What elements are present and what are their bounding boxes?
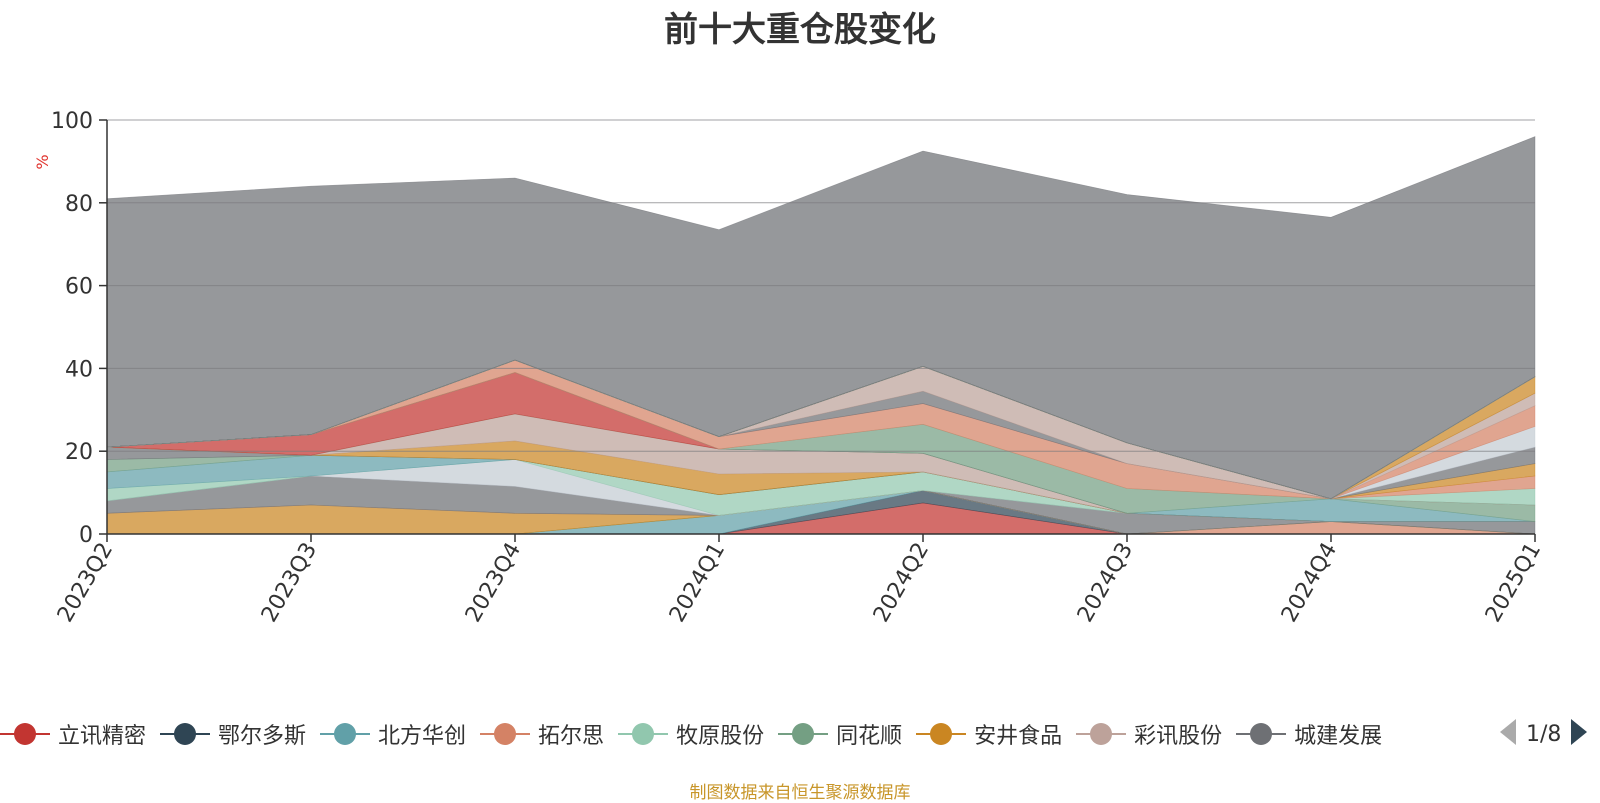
legend-item-3[interactable]: 拓尔思 — [480, 718, 604, 750]
legend-page-indicator: 1/8 — [1526, 721, 1562, 747]
legend-next-page-button[interactable] — [1569, 717, 1589, 751]
legend-marker-icon — [618, 723, 669, 745]
legend-marker-icon — [480, 723, 531, 745]
y-axis-label: % — [33, 154, 52, 169]
legend-marker-icon — [160, 723, 211, 745]
x-tick-label: 2024Q1 — [665, 539, 730, 627]
legend-marker-icon — [778, 723, 829, 745]
legend-item-4[interactable]: 牧原股份 — [618, 718, 764, 750]
legend-prev-page-button[interactable] — [1498, 717, 1518, 751]
grid-lines — [107, 119, 1535, 452]
legend-item-1[interactable]: 鄂尔多斯 — [160, 718, 306, 750]
legend-label: 城建发展 — [1294, 724, 1383, 749]
legend-label: 彩讯股份 — [1134, 724, 1223, 749]
area-series-42 — [106, 136, 1536, 500]
triangle-left-icon — [1500, 719, 1516, 745]
legend-label: 北方华创 — [378, 724, 467, 749]
y-tick-label: 20 — [65, 440, 93, 465]
legend-label: 立讯精密 — [58, 724, 147, 749]
x-tick-label: 2023Q2 — [53, 539, 118, 627]
legend-item-6[interactable]: 安井食品 — [916, 718, 1062, 750]
triangle-right-icon — [1571, 719, 1588, 745]
y-tick-label: 100 — [51, 109, 93, 134]
chart-title: 前十大重仓股变化 — [664, 10, 936, 50]
chart-canvas: 0 20 40 60 80 100 2023Q2 2023Q3 2023Q4 2024Q1 2024… — [33, 109, 1546, 627]
legend-item-5[interactable]: 同花顺 — [778, 718, 902, 750]
area-series-layer — [106, 136, 1536, 535]
y-tick-label: 0 — [79, 523, 93, 548]
legend-item-2[interactable]: 北方华创 — [320, 718, 466, 750]
x-tick-label: 2023Q3 — [257, 539, 322, 627]
legend-row: 立讯精密 鄂尔多斯 北方华创 拓尔思 牧原股份 同花顺 安井食品 彩讯股份 城建发展 — [0, 714, 1480, 754]
y-tick-label: 60 — [65, 275, 93, 300]
legend-label: 拓尔思 — [538, 724, 605, 749]
legend-item-7[interactable]: 彩讯股份 — [1076, 718, 1222, 750]
legend-label: 牧原股份 — [676, 724, 765, 749]
legend-label: 鄂尔多斯 — [218, 724, 307, 749]
legend-marker-icon — [320, 723, 371, 745]
x-tick-label: 2025Q1 — [1481, 539, 1546, 627]
legend-marker-icon — [0, 723, 50, 745]
legend-item-0[interactable]: 立讯精密 — [0, 718, 146, 750]
legend-marker-icon — [1076, 723, 1127, 745]
x-tick-label: 2023Q4 — [461, 539, 526, 627]
y-tick-label: 80 — [65, 192, 93, 217]
x-tick-label: 2024Q4 — [1277, 539, 1342, 627]
x-tick-label: 2024Q3 — [1073, 539, 1138, 627]
data-source-note: 制图数据来自恒生聚源数据库 — [689, 783, 911, 803]
y-tick-label: 40 — [65, 357, 93, 382]
legend-item-8[interactable]: 城建发展 — [1236, 718, 1382, 750]
legend-label: 同花顺 — [836, 724, 903, 749]
legend-marker-icon — [916, 723, 967, 745]
legend-pager: 1/8 — [1498, 714, 1589, 754]
legend-label: 安井食品 — [974, 724, 1063, 749]
x-tick-label: 2024Q2 — [869, 539, 934, 627]
legend: 立讯精密 鄂尔多斯 北方华创 拓尔思 牧原股份 同花顺 安井食品 彩讯股份 城建发展 — [0, 714, 1480, 754]
legend-marker-icon — [1236, 723, 1287, 745]
